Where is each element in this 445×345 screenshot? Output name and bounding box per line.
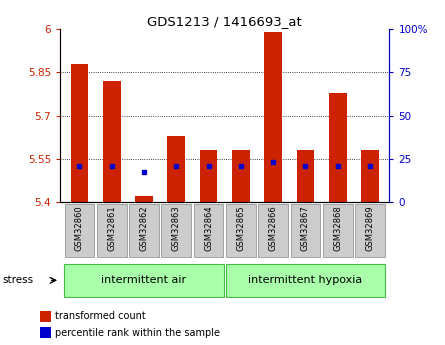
Text: GSM32862: GSM32862 [140,205,149,251]
FancyBboxPatch shape [226,264,385,297]
FancyBboxPatch shape [226,204,256,257]
Bar [71,64,88,202]
Bar [361,150,379,202]
Text: GSM32864: GSM32864 [204,205,213,251]
Bar [135,196,153,202]
FancyBboxPatch shape [323,204,352,257]
Bar [40,311,51,322]
FancyBboxPatch shape [162,204,191,257]
FancyBboxPatch shape [129,204,159,257]
Bar [329,92,347,202]
Bar [40,327,51,338]
Text: transformed count: transformed count [55,312,146,321]
Text: intermittent air: intermittent air [101,275,186,285]
Title: GDS1213 / 1416693_at: GDS1213 / 1416693_at [147,15,302,28]
Text: GSM32869: GSM32869 [365,205,375,251]
Text: stress: stress [2,275,33,285]
Text: GSM32867: GSM32867 [301,205,310,251]
Text: percentile rank within the sample: percentile rank within the sample [55,328,220,337]
Bar [264,32,282,202]
Bar [200,150,218,202]
FancyBboxPatch shape [194,204,223,257]
Bar [296,150,314,202]
Bar [232,150,250,202]
FancyBboxPatch shape [291,204,320,257]
Text: GSM32866: GSM32866 [269,205,278,251]
FancyBboxPatch shape [65,204,94,257]
Text: intermittent hypoxia: intermittent hypoxia [248,275,363,285]
Bar [167,136,185,202]
Text: GSM32861: GSM32861 [107,205,116,251]
Text: GSM32863: GSM32863 [172,205,181,251]
FancyBboxPatch shape [355,204,385,257]
Text: GSM32865: GSM32865 [236,205,245,251]
FancyBboxPatch shape [258,204,288,257]
FancyBboxPatch shape [97,204,126,257]
Bar [103,81,121,202]
Text: GSM32860: GSM32860 [75,205,84,251]
FancyBboxPatch shape [64,264,224,297]
Text: GSM32868: GSM32868 [333,205,342,251]
